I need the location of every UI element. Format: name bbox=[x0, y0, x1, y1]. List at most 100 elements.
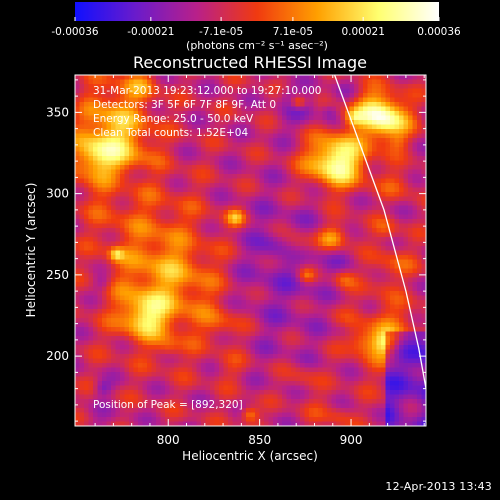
heatmap-cell bbox=[111, 79, 116, 85]
heatmap-cell bbox=[115, 286, 121, 292]
heatmap-cell bbox=[340, 228, 346, 233]
heatmap-cell bbox=[120, 331, 125, 337]
heatmap-cell bbox=[88, 327, 94, 332]
heatmap-cell bbox=[318, 390, 323, 395]
heatmap-cell bbox=[300, 381, 305, 386]
heatmap-cell bbox=[196, 169, 202, 175]
heatmap-cell bbox=[97, 313, 103, 319]
heatmap-cell bbox=[111, 331, 116, 337]
heatmap-cell bbox=[300, 111, 305, 116]
heatmap-image bbox=[75, 75, 426, 426]
heatmap-cell bbox=[255, 178, 260, 184]
heatmap-cell bbox=[160, 93, 166, 98]
heatmap-cell bbox=[264, 210, 269, 215]
heatmap-cell bbox=[277, 385, 283, 391]
heatmap-cell bbox=[349, 241, 355, 247]
heatmap-cell bbox=[358, 183, 364, 188]
heatmap-cell bbox=[192, 120, 197, 125]
heatmap-cell bbox=[340, 124, 346, 130]
heatmap-cell bbox=[331, 201, 337, 206]
heatmap-cell bbox=[273, 345, 278, 350]
heatmap-cell bbox=[174, 196, 179, 202]
heatmap-cell bbox=[304, 345, 310, 350]
heatmap-cell bbox=[178, 196, 184, 202]
heatmap-cell bbox=[106, 421, 112, 426]
heatmap-cell bbox=[286, 304, 292, 310]
heatmap-cell bbox=[241, 106, 247, 112]
heatmap-cell bbox=[228, 327, 233, 332]
heatmap-cell bbox=[115, 178, 121, 184]
heatmap-cell bbox=[255, 277, 260, 283]
heatmap-cell bbox=[106, 88, 112, 94]
heatmap-cell bbox=[151, 124, 157, 130]
heatmap-cell bbox=[246, 223, 251, 229]
heatmap-cell bbox=[318, 385, 323, 391]
heatmap-cell bbox=[129, 304, 134, 310]
heatmap-cell bbox=[129, 228, 134, 233]
heatmap-cell bbox=[340, 273, 346, 278]
heatmap-cell bbox=[210, 417, 215, 422]
heatmap-cell bbox=[237, 412, 242, 418]
heatmap-cell bbox=[142, 408, 148, 413]
heatmap-cell bbox=[111, 138, 116, 143]
heatmap-cell bbox=[273, 259, 278, 265]
heatmap-cell bbox=[88, 219, 94, 224]
heatmap-cell bbox=[228, 210, 233, 215]
heatmap-cell bbox=[313, 156, 319, 161]
heatmap-cell bbox=[196, 264, 202, 269]
heatmap-cell bbox=[309, 147, 314, 152]
heatmap-cell bbox=[232, 399, 238, 404]
heatmap-cell bbox=[97, 102, 103, 107]
heatmap-cell bbox=[142, 345, 148, 350]
heatmap-cell bbox=[354, 237, 359, 242]
heatmap-cell bbox=[304, 331, 310, 337]
heatmap-cell bbox=[331, 264, 337, 269]
heatmap-cell bbox=[237, 88, 242, 94]
heatmap-cell bbox=[264, 399, 269, 404]
heatmap-cell bbox=[174, 259, 179, 265]
heatmap-cell bbox=[183, 124, 188, 130]
heatmap-cell bbox=[250, 345, 256, 350]
heatmap-cell bbox=[156, 358, 161, 364]
heatmap-cell bbox=[300, 124, 305, 130]
heatmap-cell bbox=[228, 196, 233, 202]
heatmap-cell bbox=[138, 291, 143, 296]
heatmap-cell bbox=[205, 250, 211, 256]
heatmap-cell bbox=[147, 286, 152, 292]
heatmap-cell bbox=[277, 363, 283, 368]
heatmap-cell bbox=[192, 309, 197, 314]
heatmap-cell bbox=[313, 268, 319, 274]
heatmap-cell bbox=[84, 327, 89, 332]
heatmap-cell bbox=[174, 264, 179, 269]
heatmap-cell bbox=[309, 340, 314, 346]
heatmap-cell bbox=[331, 241, 337, 247]
heatmap-cell bbox=[187, 291, 193, 296]
heatmap-cell bbox=[79, 111, 85, 116]
heatmap-cell bbox=[196, 381, 202, 386]
heatmap-cell bbox=[327, 390, 332, 395]
heatmap-cell bbox=[124, 304, 130, 310]
heatmap-cell bbox=[205, 210, 211, 215]
heatmap-cell bbox=[354, 151, 359, 157]
heatmap-cell bbox=[111, 246, 116, 251]
heatmap-cell bbox=[151, 205, 157, 211]
heatmap-cell bbox=[313, 219, 319, 224]
heatmap-cell bbox=[124, 417, 130, 422]
heatmap-cell bbox=[291, 75, 296, 80]
heatmap-cell bbox=[79, 147, 85, 152]
heatmap-cell bbox=[133, 417, 139, 422]
heatmap-cell bbox=[169, 394, 175, 400]
heatmap-cell bbox=[210, 97, 215, 103]
heatmap-cell bbox=[205, 196, 211, 202]
heatmap-cell bbox=[93, 331, 98, 337]
heatmap-cell bbox=[322, 273, 328, 278]
heatmap-cell bbox=[138, 318, 143, 323]
heatmap-cell bbox=[232, 376, 238, 382]
heatmap-cell bbox=[219, 79, 224, 85]
heatmap-cell bbox=[241, 160, 247, 166]
heatmap-cell bbox=[259, 165, 265, 170]
heatmap-cell bbox=[336, 201, 341, 206]
heatmap-cell bbox=[75, 376, 80, 382]
heatmap-cell bbox=[120, 277, 125, 283]
heatmap-cell bbox=[313, 97, 319, 103]
